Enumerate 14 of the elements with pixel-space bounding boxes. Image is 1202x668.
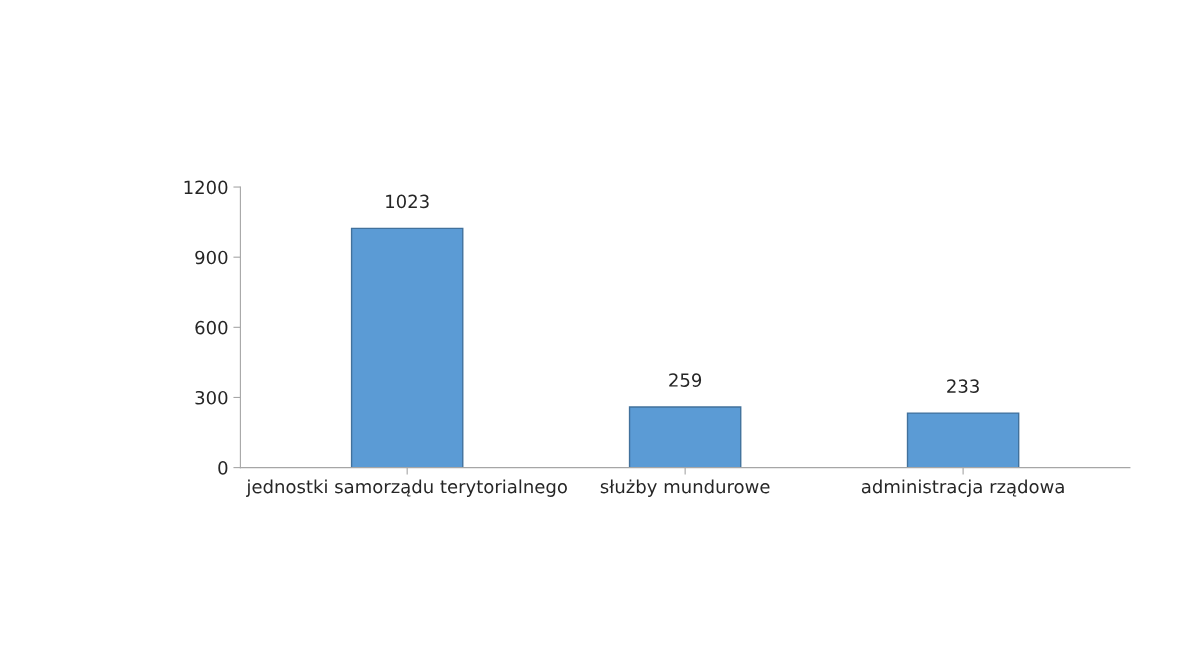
data-label: 1023	[386, 194, 429, 209]
x-tick-label: służby mundurowe	[600, 479, 770, 497]
y-tick-label: 300	[195, 390, 228, 405]
bar	[906, 412, 1020, 468]
bar	[628, 406, 742, 468]
y-tick-label: 600	[195, 320, 228, 335]
data-label: 259	[669, 373, 702, 387]
x-tick-label: administracja rządowa	[861, 479, 1064, 497]
data-label: 233	[947, 379, 979, 393]
y-tick-label: 900	[195, 250, 228, 265]
y-tick-label: 0	[218, 461, 228, 475]
x-tick-label: jednostki samorządu terytorialnego	[246, 479, 567, 497]
y-tick-label: 1200	[184, 180, 228, 195]
bar	[350, 227, 464, 468]
